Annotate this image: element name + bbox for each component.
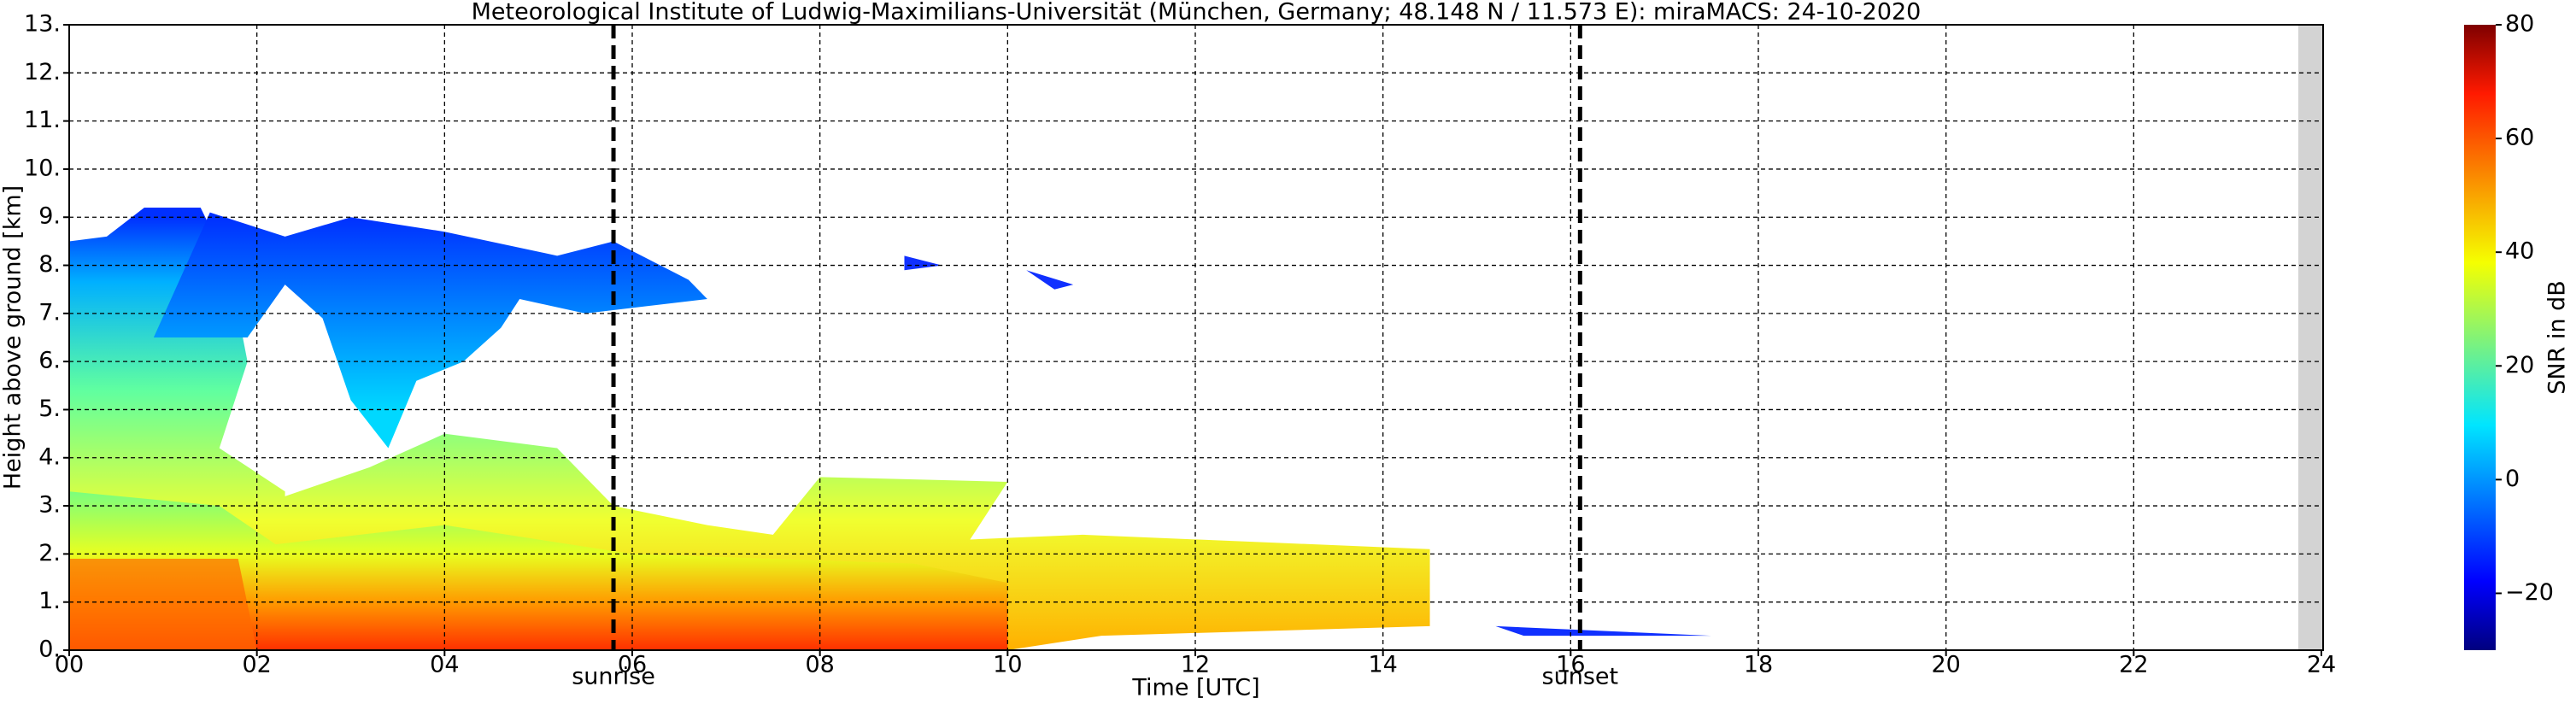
colorbar-tick-label: 60 xyxy=(2505,125,2534,151)
colorbar-tick-label: −20 xyxy=(2505,579,2554,606)
x-tick-label: 06 xyxy=(618,652,647,678)
no-data-band xyxy=(2298,25,2323,650)
colorbar-tick-label: 0 xyxy=(2505,466,2520,492)
y-tick-label: 4. xyxy=(38,443,61,470)
x-tick-label: 24 xyxy=(2307,652,2336,678)
x-tick-label: 04 xyxy=(430,652,459,678)
y-tick-label: 0. xyxy=(38,637,61,663)
y-tick-label: 11. xyxy=(24,107,61,133)
y-tick-label: 2. xyxy=(38,540,61,566)
colorbar-label: SNR in dB xyxy=(2544,280,2571,395)
x-tick-label: 14 xyxy=(1368,652,1397,678)
x-tick-label: 20 xyxy=(1931,652,1960,678)
y-tick-label: 8. xyxy=(38,251,61,278)
y-tick-label: 3. xyxy=(38,492,61,519)
event-label: sunrise xyxy=(572,664,655,690)
y-tick-label: 13. xyxy=(24,11,61,38)
x-tick-label: 18 xyxy=(1744,652,1773,678)
x-tick-label: 10 xyxy=(993,652,1022,678)
colorbar xyxy=(2464,25,2496,650)
colorbar-tick-label: 20 xyxy=(2505,352,2534,378)
y-axis-label: Height above ground [km] xyxy=(0,185,26,490)
x-tick-label: 08 xyxy=(805,652,834,678)
colorbar-tick-label: 40 xyxy=(2505,238,2534,265)
colorbar-tick-label: 80 xyxy=(2505,11,2534,38)
chart-title: Meteorological Institute of Ludwig-Maxim… xyxy=(472,0,1922,26)
x-tick-label: 16 xyxy=(1556,652,1585,678)
x-tick-label: 12 xyxy=(1181,652,1210,678)
y-tick-label: 10. xyxy=(24,155,61,181)
y-tick-label: 6. xyxy=(38,348,61,374)
y-tick-label: 5. xyxy=(38,396,61,422)
x-tick-label: 02 xyxy=(242,652,271,678)
y-tick-label: 12. xyxy=(24,59,61,85)
event-label: sunset xyxy=(1542,664,1619,690)
radar-field xyxy=(69,208,1712,650)
y-tick-label: 7. xyxy=(38,299,61,326)
x-tick-label: 00 xyxy=(55,652,84,678)
x-axis-label: Time [UTC] xyxy=(1131,675,1259,701)
y-tick-label: 1. xyxy=(38,588,61,614)
x-tick-label: 22 xyxy=(2119,652,2148,678)
y-tick-label: 9. xyxy=(38,203,61,230)
